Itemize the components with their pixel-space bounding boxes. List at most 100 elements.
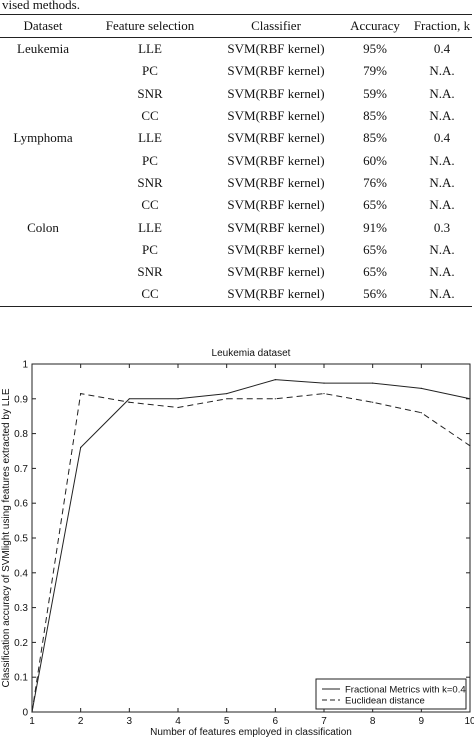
data-point [274,379,276,381]
cell-fraction-k: 0.4 [433,130,451,146]
cell-feature-selection: SNR [137,85,163,101]
table-row: SNR SVM(RBF kernel) 76% N.A. [0,172,472,194]
cell-dataset: Lymphoma [13,130,73,146]
table-row: SNR SVM(RBF kernel) 59% N.A. [0,83,472,105]
table-row: CC SVM(RBF kernel) 56% N.A. [0,283,472,307]
cell-dataset [0,239,86,261]
cell-classifier: SVM(RBF kernel) [227,63,325,79]
cell-classifier: SVM(RBF kernel) [227,152,325,168]
table-row: PC SVM(RBF kernel) 60% N.A. [0,149,472,171]
cell-accuracy: 85% [363,130,387,146]
table-row: PC SVM(RBF kernel) 65% N.A. [0,239,472,261]
cell-accuracy: 76% [363,174,387,190]
cell-feature-selection: CC [141,108,159,124]
cell-feature-selection: PC [142,152,158,168]
y-tick-label: 0.4 [14,568,28,579]
table-header-row: Dataset Feature selection Classifier Acc… [0,14,472,38]
cell-fraction-k: 0.3 [433,219,451,235]
data-point [372,401,374,403]
y-axis-label: Classification accuracy of SVMlight usin… [1,388,12,687]
cell-accuracy: 59% [363,85,387,101]
cell-feature-selection: SNR [137,264,163,280]
y-tick-label: 0 [22,708,28,719]
cell-accuracy: 65% [363,197,387,213]
cell-fraction-k: N.A. [429,152,455,168]
cell-fraction-k: N.A. [429,108,455,124]
data-point [420,387,422,389]
y-tick-label: 0.9 [14,394,28,405]
legend-label: Fractional Metrics with k=0.4 [345,685,466,696]
table-row: Leukemia LLE SVM(RBF kernel) 95% 0.4 [0,38,472,61]
data-point [226,392,228,395]
cell-dataset [0,172,86,194]
series-line-fractional-metrics [31,379,471,713]
cell-accuracy: 65% [363,241,387,257]
header-classifier: Classifier [214,14,338,38]
cell-fraction-k: N.A. [412,283,472,307]
cell-dataset: Colon [27,219,59,235]
cell-accuracy: 95% [363,41,387,57]
table-row: SNR SVM(RBF kernel) 65% N.A. [0,261,472,283]
header-accuracy: Accuracy [338,14,412,38]
y-tick-label: 1 [22,360,28,371]
cell-dataset [0,60,86,82]
cell-accuracy: 56% [338,283,412,307]
cell-classifier: SVM(RBF kernel) [227,108,325,124]
data-point [80,446,82,449]
table-row: Colon LLE SVM(RBF kernel) 91% 0.3 [0,216,472,238]
x-tick-label: 5 [224,716,230,727]
y-tick-label: 0.8 [14,429,28,440]
table-row: PC SVM(RBF kernel) 79% N.A. [0,60,472,82]
x-tick-label: 3 [127,716,133,727]
data-point [469,398,471,400]
cell-dataset: Leukemia [17,41,69,57]
cell-classifier: SVM(RBF kernel) [227,241,325,257]
data-point [469,445,471,447]
cell-accuracy: 60% [363,152,387,168]
cell-dataset [0,194,86,216]
cell-classifier: SVM(RBF kernel) [227,264,325,280]
cell-classifier: SVM(RBF kernel) [227,130,325,146]
x-tick-label: 4 [175,716,181,727]
header-fraction-k: Fraction, k [412,14,472,38]
results-table: Dataset Feature selection Classifier Acc… [0,14,472,307]
y-tick-label: 0.7 [14,464,28,475]
cell-classifier: SVM(RBF kernel) [227,219,325,235]
cell-feature-selection: PC [142,63,158,79]
table-row: Lymphoma LLE SVM(RBF kernel) 85% 0.4 [0,127,472,149]
data-point [31,711,33,713]
data-point [128,401,130,403]
chart-title: Leukemia dataset [212,348,291,359]
cell-accuracy: 85% [363,108,387,124]
x-tick-label: 2 [78,716,84,727]
cell-feature-selection: SNR [137,174,163,190]
cell-dataset [0,83,86,105]
cell-classifier: SVM(RBF kernel) [227,41,325,57]
cell-dataset [0,261,86,283]
x-tick-label: 7 [321,716,327,727]
cell-fraction-k: N.A. [429,197,455,213]
table-row: CC SVM(RBF kernel) 65% N.A. [0,194,472,216]
data-point [323,392,325,395]
x-tick-label: 8 [370,716,376,727]
cell-accuracy: 65% [363,264,387,280]
cell-feature-selection: PC [142,241,158,257]
data-point [420,412,422,414]
cell-fraction-k: N.A. [429,241,455,257]
data-point [80,392,82,395]
data-point [323,382,325,384]
cell-accuracy: 91% [363,219,387,235]
cell-classifier: SVM(RBF kernel) [214,283,338,307]
cell-fraction-k: 0.4 [433,41,451,57]
cell-fraction-k: N.A. [429,174,455,190]
data-point [226,398,228,400]
y-tick-label: 0.6 [14,499,28,510]
cell-dataset [0,149,86,171]
cell-classifier: SVM(RBF kernel) [227,174,325,190]
cell-fraction-k: N.A. [429,85,455,101]
cell-accuracy: 79% [363,63,387,79]
y-tick-label: 0.1 [14,673,28,684]
cell-fraction-k: N.A. [429,63,455,79]
x-axis-label: Number of features employed in classific… [150,727,352,737]
cell-feature-selection: LLE [138,130,162,146]
